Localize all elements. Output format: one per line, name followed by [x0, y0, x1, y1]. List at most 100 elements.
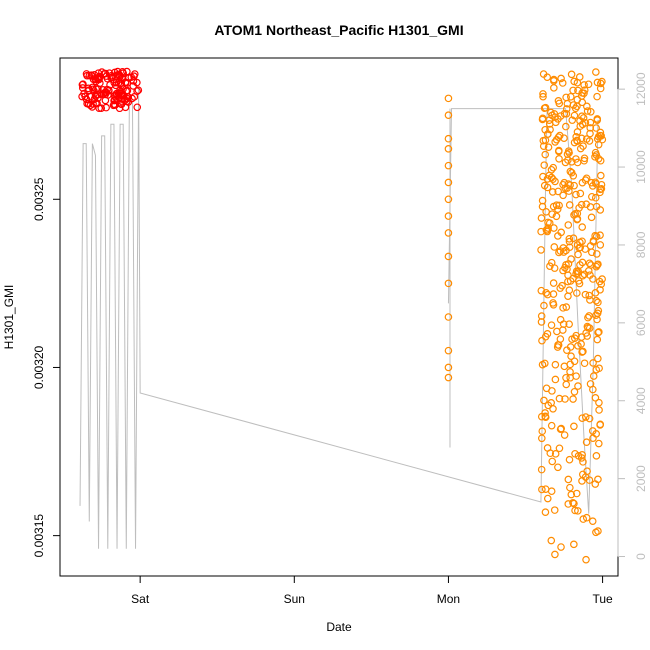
- orange-data-point: [537, 227, 545, 236]
- orange-data-point: [562, 93, 570, 102]
- orange-data-point: [583, 107, 592, 115]
- y2-tick-label: 4000: [634, 387, 648, 414]
- orange-data-point: [570, 499, 578, 508]
- orange-data-point: [555, 248, 563, 257]
- orange-data-point: [565, 201, 574, 209]
- orange-data-point: [596, 79, 605, 88]
- orange-data-point: [596, 231, 604, 239]
- orange-data-point: [595, 406, 603, 414]
- red-data-point: [107, 71, 116, 80]
- orange-data-point: [562, 380, 571, 389]
- orange-data-point: [564, 180, 573, 188]
- orange-data-point: [564, 156, 572, 164]
- orange-data-point: [547, 165, 556, 174]
- orange-data-point: [551, 550, 559, 559]
- y-tick-label: 0.00325: [32, 177, 46, 221]
- red-data-point: [117, 97, 126, 105]
- red-data-point: [130, 70, 139, 78]
- orange-data-point: [572, 190, 580, 199]
- orange-data-point: [595, 439, 603, 448]
- red-data-point: [106, 81, 114, 89]
- orange-data-point: [594, 306, 603, 315]
- orange-data-point: [573, 289, 581, 297]
- orange-data-point: [587, 248, 596, 257]
- orange-data-point: [551, 375, 560, 384]
- red-data-point: [121, 103, 130, 112]
- orange-data-point: [549, 300, 558, 309]
- orange-data-point: [596, 241, 605, 249]
- orange-data-point: [560, 178, 569, 187]
- orange-data-point: [559, 191, 567, 200]
- orange-data-point: [557, 424, 566, 433]
- orange-data-point: [570, 540, 578, 549]
- orange-data-point: [591, 148, 600, 157]
- altitude-series: [79, 89, 602, 549]
- orange-data-point: [538, 196, 547, 205]
- orange-data-point: [564, 500, 573, 508]
- red-data-point: [83, 71, 91, 80]
- orange-data-point: [561, 395, 569, 403]
- orange-data-point: [570, 387, 579, 396]
- orange-data-point: [576, 261, 584, 269]
- red-data-point: [113, 71, 122, 79]
- orange-data-point: [553, 327, 561, 336]
- orange-data-point: [569, 171, 578, 180]
- orange-data-point: [593, 335, 602, 344]
- y-axis-left: 0.00315 0.00320 0.00325: [32, 177, 61, 557]
- red-data-point: [128, 94, 136, 103]
- y2-tick-label: 6000: [634, 309, 648, 336]
- orange-data-point: [568, 116, 577, 124]
- red-data-point: [110, 100, 118, 108]
- orange-data-point: [444, 134, 453, 143]
- orange-data-point: [547, 421, 556, 430]
- red-data-point: [79, 80, 87, 88]
- orange-data-point: [591, 193, 600, 202]
- orange-data-point: [582, 329, 590, 337]
- orange-data-point: [540, 301, 548, 310]
- orange-data-point: [598, 275, 606, 283]
- orange-data-point: [587, 213, 596, 222]
- orange-data-point: [597, 280, 606, 288]
- orange-data-point: [596, 128, 605, 137]
- orange-data-point: [566, 360, 575, 369]
- orange-data-point: [444, 145, 453, 153]
- orange-data-point: [540, 161, 549, 169]
- red-data-point: [94, 85, 102, 93]
- orange-data-point: [559, 326, 567, 334]
- orange-data-point: [566, 483, 574, 492]
- orange-data-point: [586, 129, 594, 138]
- red-data-point: [92, 75, 100, 84]
- orange-data-point: [550, 75, 558, 84]
- orange-data-point: [573, 128, 582, 136]
- orange-data-point: [596, 131, 604, 140]
- orange-data-point: [582, 513, 591, 522]
- orange-data-point: [564, 221, 573, 229]
- orange-data-point: [582, 555, 590, 564]
- orange-data-point: [552, 212, 561, 221]
- red-data-point: [87, 71, 96, 80]
- orange-data-point: [576, 189, 585, 198]
- orange-data-point: [573, 137, 582, 145]
- orange-data-point: [566, 92, 575, 101]
- orange-data-point: [550, 243, 559, 251]
- orange-data-point: [543, 494, 552, 503]
- red-data-point: [86, 101, 95, 110]
- orange-data-point: [572, 489, 581, 498]
- orange-data-point: [539, 92, 547, 101]
- orange-data-point: [592, 180, 600, 188]
- orange-data-point: [577, 92, 586, 100]
- orange-data-point: [593, 261, 602, 269]
- orange-data-point: [593, 315, 601, 324]
- orange-data-point: [547, 321, 556, 329]
- orange-data-point: [444, 373, 453, 382]
- orange-data-point: [541, 150, 550, 159]
- orange-data-point: [559, 248, 568, 256]
- orange-data-point: [564, 292, 572, 300]
- orange-data-point: [597, 171, 605, 180]
- orange-data-point: [593, 115, 602, 123]
- orange-data-point: [551, 360, 560, 369]
- orange-data-point: [592, 528, 600, 537]
- orange-data-point: [444, 178, 453, 187]
- orange-data-point: [565, 187, 573, 195]
- orange-data-point: [589, 372, 598, 380]
